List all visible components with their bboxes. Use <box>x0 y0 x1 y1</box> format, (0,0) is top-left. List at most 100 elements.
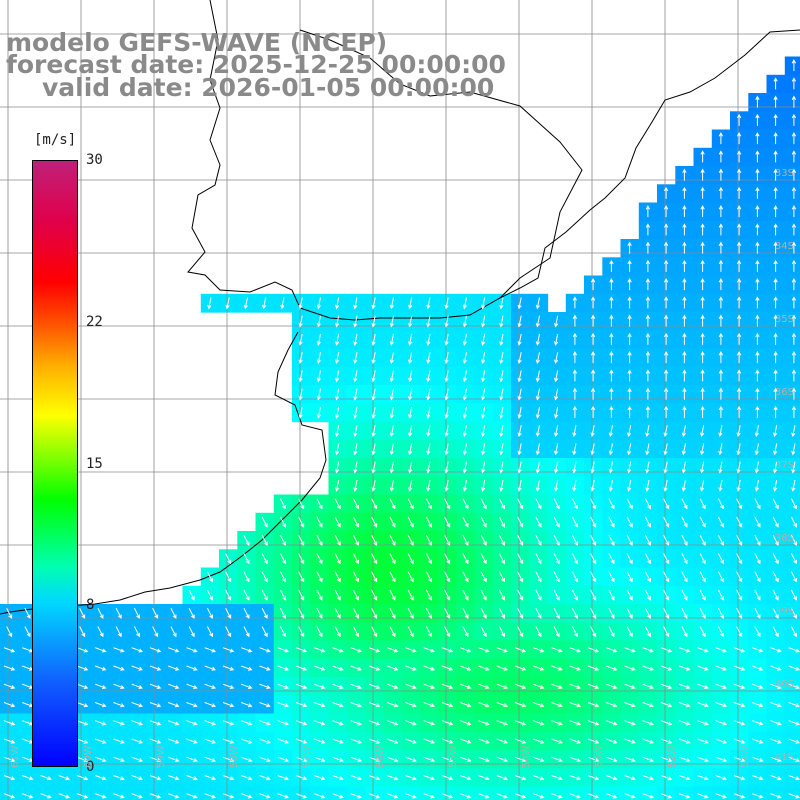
wind-arrow <box>95 665 107 671</box>
wind-arrow <box>718 186 724 199</box>
wind-arrow <box>660 793 673 799</box>
wind-arrow <box>700 241 705 254</box>
wind-arrow <box>535 479 540 492</box>
wind-arrow <box>606 738 618 744</box>
wind-arrow <box>717 553 724 565</box>
speed-cell <box>529 786 549 800</box>
wind-arrow <box>481 443 486 456</box>
wind-arrow <box>700 168 705 181</box>
wind-arrow <box>95 775 107 781</box>
wind-arrow <box>569 793 581 799</box>
wind-arrow <box>352 498 359 510</box>
wind-arrow <box>609 296 614 309</box>
wind-arrow <box>572 425 577 438</box>
wind-arrow <box>387 720 399 726</box>
wind-arrow <box>590 498 597 510</box>
wind-arrow <box>389 388 394 401</box>
wind-arrow <box>788 775 800 781</box>
wind-arrow <box>460 720 472 726</box>
wind-arrow <box>645 278 651 291</box>
wind-arrow <box>572 369 578 382</box>
wind-arrow <box>754 607 761 619</box>
wind-arrow <box>517 333 522 346</box>
wind-arrow <box>679 793 691 799</box>
wind-arrow <box>590 443 595 456</box>
wind-arrow <box>736 278 742 291</box>
wind-arrow <box>368 756 381 762</box>
wind-arrow <box>514 738 527 744</box>
speed-cell <box>784 439 800 459</box>
wind-arrow <box>660 775 673 781</box>
wind-arrow <box>113 756 125 762</box>
wind-arrow <box>389 461 394 474</box>
wind-arrow <box>206 589 213 601</box>
wind-arrow <box>590 296 596 309</box>
wind-arrow <box>554 461 559 474</box>
color-scale-bar <box>32 160 78 767</box>
wind-arrow <box>168 720 180 726</box>
wind-arrow <box>186 775 198 781</box>
wind-arrow <box>79 607 86 619</box>
wind-arrow <box>316 498 323 510</box>
wind-arrow <box>298 406 303 419</box>
wind-arrow <box>773 278 778 291</box>
wind-arrow <box>736 589 743 601</box>
wind-arrow <box>736 113 742 126</box>
wind-arrow <box>790 498 797 510</box>
wind-arrow <box>590 425 595 438</box>
wind-arrow <box>481 315 486 328</box>
wind-arrow <box>405 665 417 671</box>
wind-arrow <box>752 702 764 708</box>
wind-arrow <box>681 461 686 474</box>
wind-arrow <box>241 665 253 671</box>
wind-arrow <box>533 720 545 726</box>
wind-arrow <box>444 370 449 383</box>
wind-arrow <box>3 720 16 726</box>
wind-arrow <box>389 315 394 328</box>
wind-arrow <box>627 369 632 382</box>
wind-arrow <box>791 314 797 327</box>
wind-arrow <box>425 571 432 583</box>
wind-arrow <box>624 665 636 671</box>
wind-arrow <box>569 756 581 762</box>
wind-arrow <box>368 702 381 708</box>
speed-cell <box>255 786 275 800</box>
wind-arrow <box>663 241 669 254</box>
wind-arrow <box>752 775 764 781</box>
speed-cell <box>784 403 800 423</box>
wind-arrow <box>389 516 396 528</box>
wind-arrow <box>608 534 615 546</box>
wind-arrow <box>97 626 104 638</box>
wind-arrow <box>113 683 125 689</box>
wind-arrow <box>261 626 268 638</box>
wind-arrow <box>334 626 341 638</box>
wind-arrow <box>498 498 505 510</box>
wind-arrow <box>371 534 378 546</box>
wind-arrow <box>755 296 760 309</box>
wind-arrow <box>773 95 778 108</box>
wind-arrow <box>243 607 250 619</box>
wind-arrow <box>131 702 143 708</box>
wind-arrow <box>131 720 143 726</box>
wind-arrow <box>131 793 143 799</box>
wind-arrow <box>682 205 687 218</box>
wind-arrow <box>606 665 618 671</box>
wind-arrow <box>791 405 797 418</box>
wind-arrow <box>243 589 250 601</box>
wind-arrow <box>627 241 632 254</box>
wind-arrow <box>533 647 545 653</box>
wind-arrow <box>444 479 449 492</box>
wind-arrow <box>514 756 527 762</box>
wind-arrow <box>717 607 724 619</box>
wind-arrow <box>316 516 323 528</box>
wind-arrow <box>736 607 743 619</box>
wind-arrow <box>478 665 490 671</box>
wind-arrow <box>682 405 687 418</box>
wind-arrow <box>645 259 651 272</box>
wind-arrow <box>76 756 89 762</box>
wind-arrow <box>773 168 778 181</box>
wind-arrow <box>295 720 308 726</box>
wind-arrow <box>554 315 559 328</box>
wind-arrow <box>168 647 180 653</box>
wind-arrow <box>700 479 705 492</box>
